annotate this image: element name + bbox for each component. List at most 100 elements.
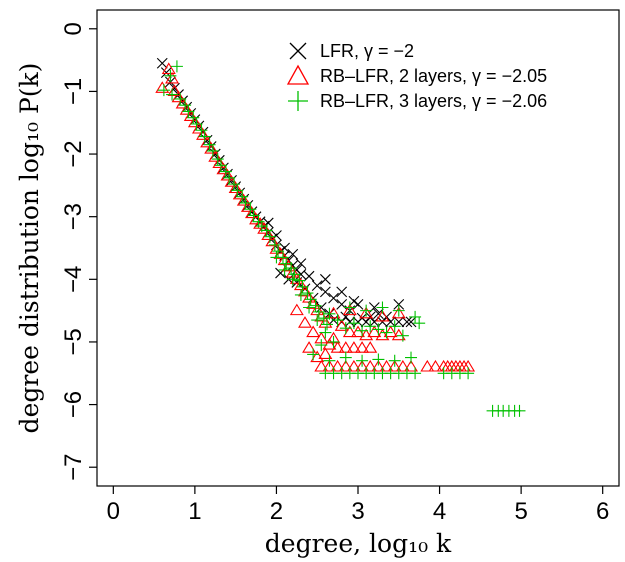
data-point — [288, 268, 301, 281]
data-point — [364, 311, 376, 323]
data-point — [391, 328, 406, 341]
data-point — [206, 144, 219, 157]
data-point — [232, 187, 247, 200]
data-point — [165, 76, 176, 88]
data-point — [315, 302, 327, 313]
data-point — [179, 103, 194, 115]
data-point — [179, 99, 192, 112]
data-point — [239, 196, 252, 209]
data-point — [191, 121, 206, 134]
data-point — [200, 135, 215, 148]
data-point — [356, 354, 369, 367]
data-point — [228, 178, 241, 191]
data-point — [376, 301, 389, 314]
data-point — [396, 329, 409, 342]
y-tick-label: −3 — [60, 203, 87, 230]
y-tick-label: 0 — [60, 22, 87, 35]
legend-marker — [289, 42, 307, 60]
data-point — [156, 57, 168, 69]
legend-label: RB–LFR, 2 layers, γ = −2.05 — [320, 66, 547, 86]
x-tick-label: 5 — [514, 498, 527, 525]
data-point — [295, 268, 307, 280]
data-point — [203, 138, 216, 151]
data-point — [174, 92, 187, 105]
x-tick-label: 4 — [433, 498, 446, 525]
data-point — [462, 367, 475, 380]
legend-marker — [286, 64, 310, 85]
data-point — [187, 115, 202, 128]
data-point — [175, 96, 190, 109]
data-point — [236, 193, 251, 206]
data-point — [231, 184, 244, 197]
data-point — [405, 316, 417, 328]
x-tick-label: 1 — [188, 498, 201, 525]
data-point — [311, 314, 324, 327]
data-point — [330, 341, 345, 353]
data-point — [187, 111, 200, 124]
data-points — [155, 57, 526, 417]
data-point — [323, 354, 336, 367]
data-point — [314, 359, 329, 372]
data-point — [278, 263, 291, 276]
data-point — [285, 262, 298, 275]
data-point — [413, 317, 426, 330]
data-point — [346, 359, 361, 372]
data-point — [263, 230, 276, 243]
data-point — [164, 69, 177, 82]
data-point — [327, 335, 340, 348]
data-point — [377, 316, 388, 328]
data-point — [304, 293, 317, 306]
data-point — [196, 128, 211, 140]
data-point — [383, 325, 398, 338]
data-point — [165, 71, 180, 84]
data-point — [273, 247, 288, 259]
data-point — [265, 234, 280, 247]
data-point — [214, 159, 227, 172]
data-point — [281, 259, 296, 272]
data-point — [420, 359, 435, 372]
data-point — [387, 359, 402, 372]
data-point — [228, 181, 243, 194]
data-point — [372, 323, 385, 336]
data-point — [240, 200, 255, 212]
data-point — [289, 272, 304, 284]
data-point — [375, 309, 390, 322]
data-point — [388, 320, 401, 333]
x-tick-label: 3 — [351, 498, 364, 525]
data-point — [190, 117, 203, 130]
data-point — [286, 273, 299, 286]
data-point — [326, 306, 341, 319]
data-point — [331, 314, 344, 327]
data-point — [363, 341, 378, 353]
legend-label: LFR, γ = −2 — [320, 41, 414, 61]
data-point — [338, 359, 353, 372]
data-point — [347, 317, 360, 330]
data-point — [393, 298, 405, 310]
data-point — [342, 325, 357, 338]
data-point — [393, 316, 405, 328]
data-point — [268, 238, 281, 251]
data-point — [223, 171, 236, 184]
data-point — [253, 217, 268, 229]
data-point — [338, 341, 353, 353]
data-point — [272, 245, 285, 258]
data-point — [405, 351, 418, 364]
data-point — [293, 274, 306, 287]
data-point — [307, 348, 320, 361]
data-point — [157, 84, 170, 97]
data-point — [247, 209, 260, 222]
data-point — [328, 292, 339, 304]
data-point — [295, 258, 307, 270]
data-point — [339, 351, 352, 364]
x-axis-title: degree, log₁₀ k — [265, 529, 452, 558]
y-axis-title: degree distribution log₁₀ P(k) — [15, 63, 44, 434]
data-point — [311, 280, 323, 291]
data-point — [364, 320, 377, 333]
data-point — [334, 319, 349, 331]
data-point — [343, 301, 356, 314]
data-point — [296, 280, 309, 293]
data-point — [339, 322, 352, 335]
data-point — [303, 301, 316, 314]
y-tick-label: −4 — [60, 266, 87, 293]
data-point — [409, 367, 422, 380]
